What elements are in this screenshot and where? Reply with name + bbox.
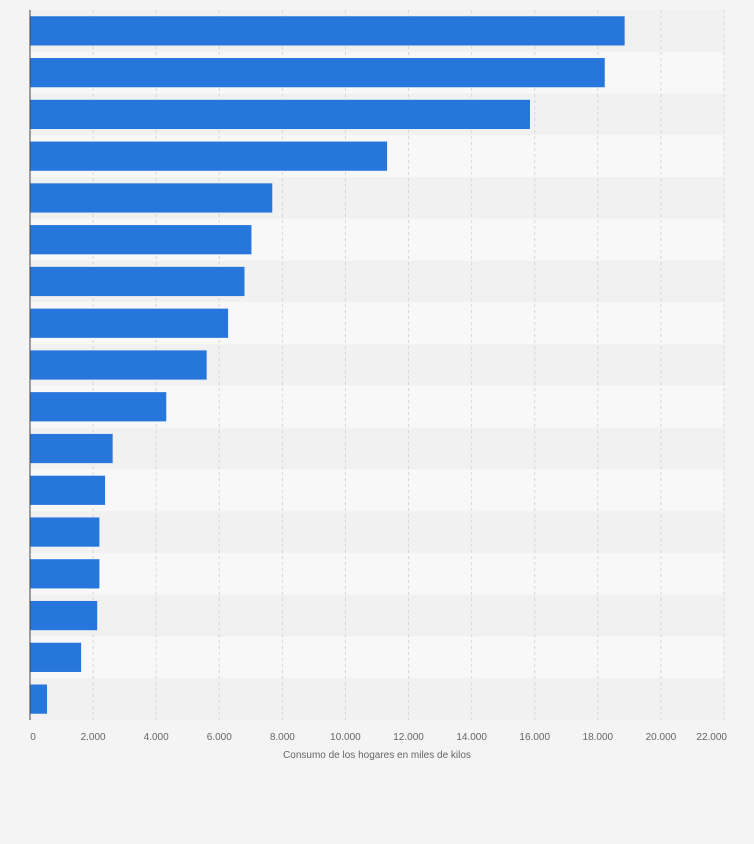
bar[interactable] xyxy=(30,475,106,505)
bar[interactable] xyxy=(30,58,605,88)
bar[interactable] xyxy=(30,16,625,46)
x-tick-label: 12.000 xyxy=(393,732,424,743)
x-tick-label: 14.000 xyxy=(456,732,487,743)
x-tick-label: 10.000 xyxy=(330,732,361,743)
x-tick-label: 8.000 xyxy=(270,732,295,743)
x-tick-label: 6.000 xyxy=(207,732,232,743)
x-tick-label: 4.000 xyxy=(144,732,169,743)
row-band xyxy=(30,636,724,679)
bar[interactable] xyxy=(30,225,252,255)
bar[interactable] xyxy=(30,600,98,631)
bar[interactable] xyxy=(30,183,273,213)
bar[interactable] xyxy=(30,433,113,464)
x-tick-label: 0 xyxy=(30,732,36,743)
x-axis-label: Consumo de los hogares en miles de kilos xyxy=(283,750,471,761)
row-band xyxy=(30,594,724,637)
row-band xyxy=(30,552,724,595)
x-tick-label: 22.000 xyxy=(696,732,727,743)
x-tick-label: 18.000 xyxy=(583,732,614,743)
bar[interactable] xyxy=(30,99,530,130)
bars xyxy=(30,16,625,714)
x-tick-label: 2.000 xyxy=(81,732,106,743)
bar[interactable] xyxy=(30,141,388,171)
row-band xyxy=(30,469,724,512)
x-tick-label: 16.000 xyxy=(519,732,550,743)
bar[interactable] xyxy=(30,266,245,297)
row-band xyxy=(30,678,724,720)
bar[interactable] xyxy=(30,350,207,380)
bar[interactable] xyxy=(30,559,100,589)
row-band xyxy=(30,427,724,470)
bar[interactable] xyxy=(30,308,229,338)
row-band xyxy=(30,511,724,553)
bar[interactable] xyxy=(30,517,100,547)
bar[interactable] xyxy=(30,392,167,422)
x-tick-label: 20.000 xyxy=(646,732,677,743)
bar[interactable] xyxy=(30,684,48,714)
x-tick-labels: 0 2.000 4.000 6.000 8.000 10.000 12.000 14.000 1… xyxy=(30,732,727,743)
bar[interactable] xyxy=(30,642,82,672)
